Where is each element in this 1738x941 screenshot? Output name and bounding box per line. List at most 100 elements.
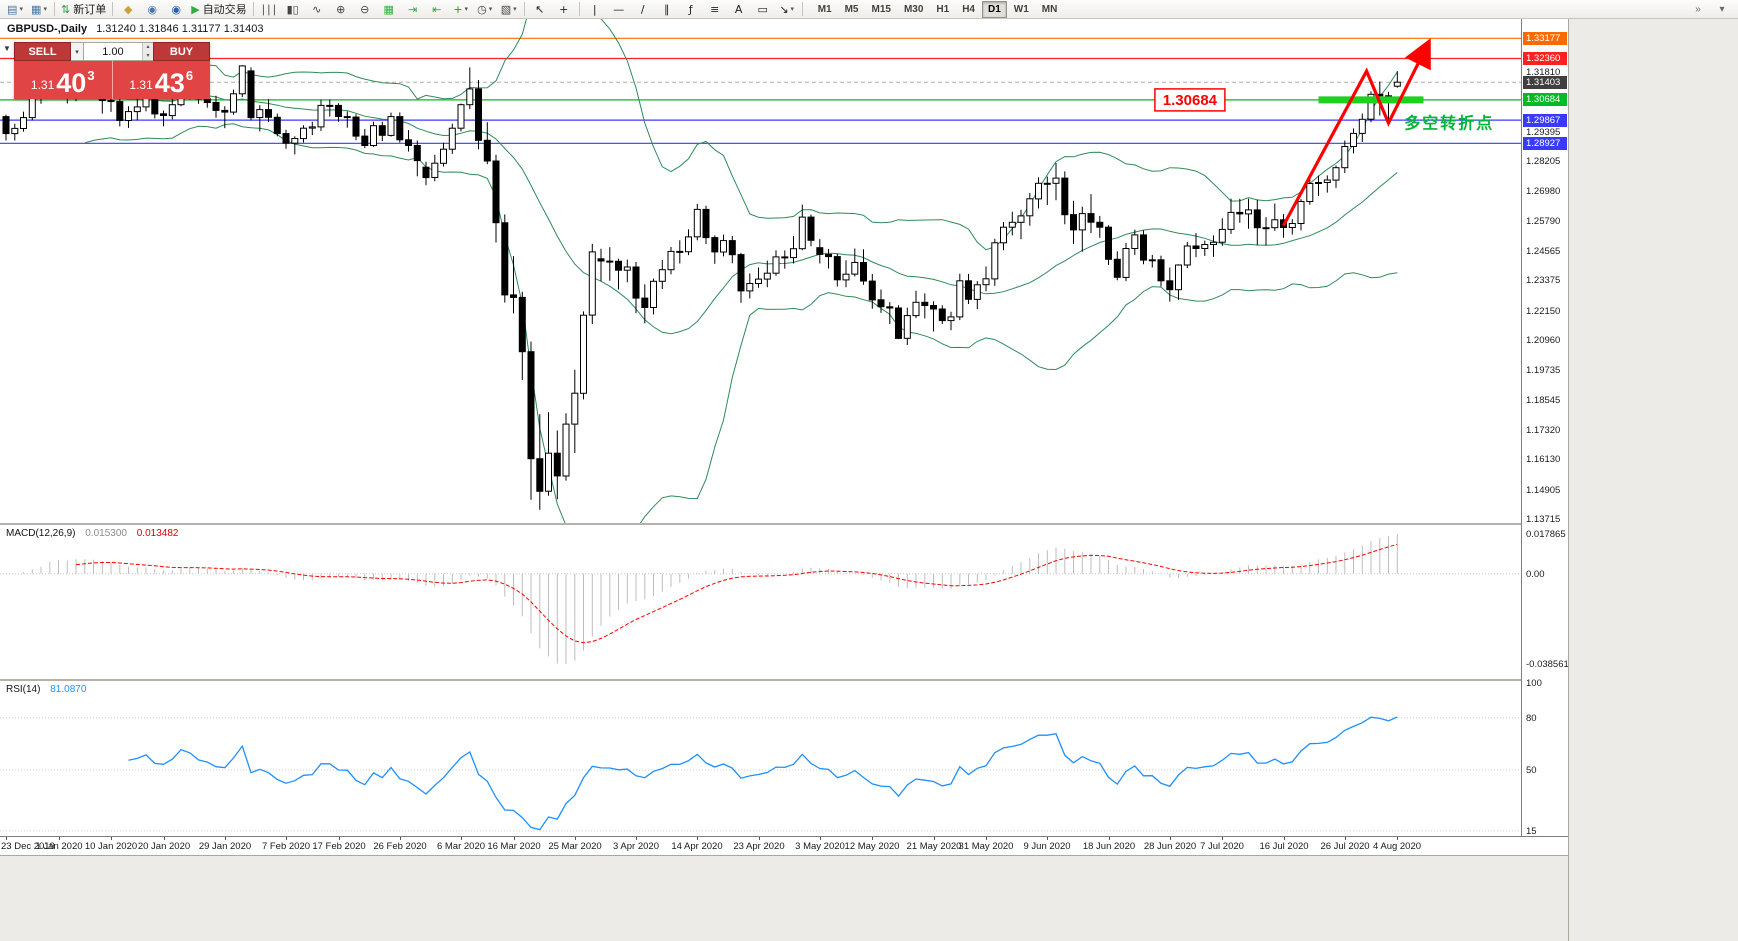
market-icon[interactable]: ◉ [140,0,164,19]
candle [623,266,631,271]
templates-icon[interactable]: ▧ ▾ [497,0,521,19]
bar-chart-icon[interactable]: ∣∣∣ [257,0,281,19]
candle [160,113,167,117]
date-axis[interactable]: 23 Dec 2019 1 Jan 2020 10 Jan 2020 20 Jan 2… [0,836,1568,855]
timeframe-h4-button[interactable]: H4 [962,3,975,15]
rsi-panel-canvas[interactable] [0,681,1521,836]
volume-decrease-icon[interactable]: ▾ [142,51,153,60]
turning-point-label[interactable]: 多空转折点 [1404,114,1494,133]
timeframe-h1-button[interactable]: H1 [936,3,950,15]
timeframe-mn-button[interactable]: MN [1041,3,1058,15]
zoom-in-icon[interactable]: ⊕ [329,0,353,19]
candle [580,314,587,394]
volume-input[interactable] [84,43,142,60]
toolbar-overflow-button[interactable]: » [1695,4,1701,15]
candle [790,248,797,259]
candle [746,283,754,292]
timeframe-m5-button[interactable]: M5 [844,3,859,15]
date-axis-label: 16 Jul 2020 [1259,841,1309,852]
candle [1043,182,1051,185]
candle [2,116,10,135]
line-chart-icon[interactable]: ∿ [305,0,329,19]
dropdown-arrow-icon: ▾ [19,6,23,13]
candle [168,104,176,117]
price-line-label: 1.28927 [1523,137,1567,150]
candle [1245,209,1252,215]
rsi-indicator-label: RSI(14) 81.0870 [6,684,86,695]
buy-button[interactable]: BUY [153,42,210,61]
sell-button[interactable]: SELL [14,42,71,61]
toolbar-options-button[interactable]: ▾ [1719,4,1725,15]
community-icon[interactable]: ◉ [164,0,188,19]
candle [921,301,929,306]
dropdown-arrow-icon: ▾ [43,6,47,13]
candle [772,256,780,274]
bollinger-lower-band[interactable] [84,123,1398,523]
grid-icon[interactable]: ≡ [703,0,727,19]
tile-windows-icon[interactable]: ▦ [377,0,401,19]
horizontal-line-icon[interactable]: — [607,0,631,19]
timeframe-m1-button[interactable]: M1 [817,3,832,15]
tile-windows-icon: ▦ [383,2,394,16]
vertical-line-icon[interactable]: | [583,0,607,19]
price-axis[interactable]: 1.31810 1.29395 1.28205 1.26980 1.25790 1.245… [1521,19,1569,837]
timeframe-m30-button[interactable]: M30 [903,3,924,15]
channel-icon[interactable]: ∥ [655,0,679,19]
arrows-icon[interactable]: ↘ ▾ [775,0,799,19]
periods-icon[interactable]: ◷ ▾ [473,0,497,19]
toolbar-separator [523,2,525,16]
crosshair-icon[interactable]: + [552,0,576,19]
zoom-out-icon[interactable]: ⊖ [353,0,377,19]
chart-shift-icon[interactable]: ⇤ [425,0,449,19]
sell-price-display[interactable]: 1.31 40 3 [14,61,113,99]
date-tick-mark [1109,837,1110,840]
horizontal-line-icon: — [613,2,625,16]
candle [352,116,360,137]
volume-dropdown-arrow-icon[interactable]: ▾ [71,42,84,61]
timeframe-m15-button[interactable]: M15 [871,3,891,15]
profiles-icon[interactable]: ▦ ▾ [27,0,51,19]
indicators-icon[interactable]: + ▾ [449,0,473,19]
zoom-out-icon: ⊖ [360,2,370,16]
metaeditor-icon: ◆ [123,2,133,16]
date-axis-label: 3 May 2020 [795,841,845,852]
candle [860,262,867,282]
candle [667,250,675,271]
date-axis-label: 10 Jan 2020 [84,841,138,852]
price-axis-tick: -0.038561 [1526,659,1569,670]
new-order-button[interactable]: ⇅ 新订单 [58,0,109,19]
candle [938,308,946,322]
candlestick-chart-icon[interactable]: ▮▯ [281,0,305,19]
candle [308,126,316,129]
text-icon[interactable]: A [727,0,751,19]
trend-arrow[interactable] [1282,38,1431,227]
timeframe-d1-button[interactable]: D1 [982,0,1007,18]
cursor-icon[interactable]: ↖ [528,0,552,19]
price-callout-box[interactable] [1154,88,1226,112]
indicators-icon: + [453,2,463,16]
volume-increase-icon[interactable]: ▴ [142,43,153,52]
bollinger-upper-band[interactable] [84,19,1398,251]
metaeditor-icon[interactable]: ◆ [116,0,140,19]
text-label-icon[interactable]: ▭ [751,0,775,19]
candle [973,284,981,300]
candle [1131,234,1139,249]
auto-scroll-icon[interactable]: ⇥ [401,0,425,19]
window-splitter[interactable] [0,679,1568,681]
candle [1087,213,1095,223]
candle [825,253,832,258]
price-axis-tick: 1.18545 [1526,395,1561,406]
candle [536,458,544,492]
fibonacci-icon[interactable]: ƒ [679,0,703,19]
date-axis-label: 17 Feb 2020 [312,841,366,852]
main-chart-canvas[interactable]: 1.30684 多空转折点 [0,19,1521,523]
macd-panel-canvas[interactable] [0,525,1521,679]
autotrade-button[interactable]: ▶ 自动交易 [188,0,249,19]
one-click-panel-toggle-icon[interactable]: ▼ [3,44,11,53]
buy-price-display[interactable]: 1.31 43 6 [113,61,211,99]
new-chart-icon[interactable]: ▤ ▾ [3,0,27,19]
trendline-icon[interactable]: / [631,0,655,19]
candle [650,280,657,308]
timeframe-w1-button[interactable]: W1 [1013,3,1029,15]
window-splitter[interactable] [0,523,1568,525]
